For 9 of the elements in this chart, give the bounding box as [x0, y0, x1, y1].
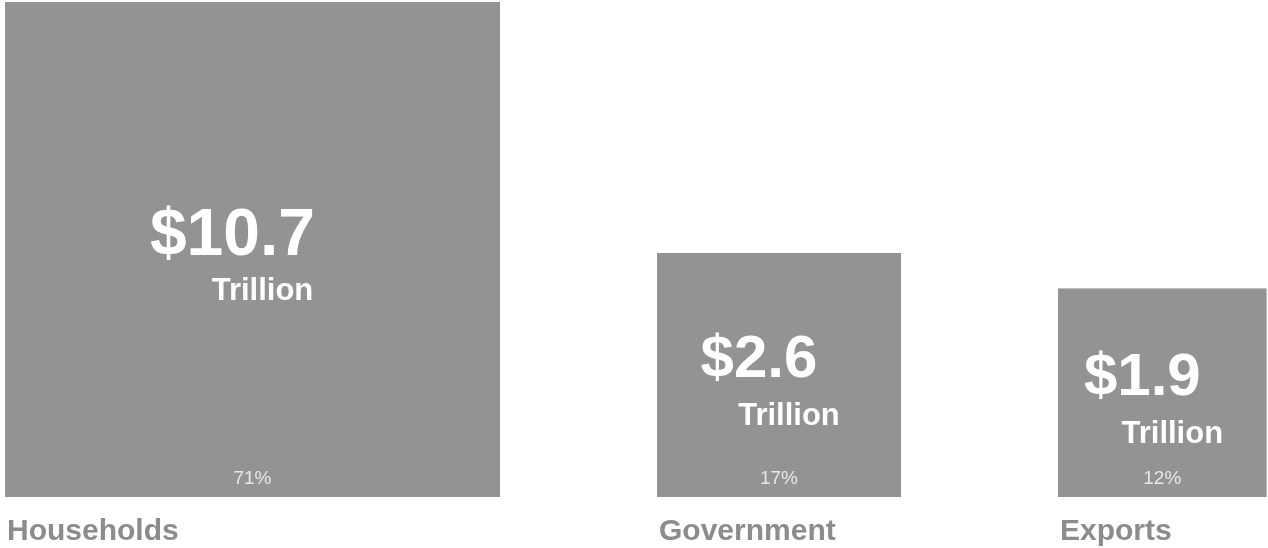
- data-label: $1.9 Trillion: [1083, 340, 1224, 450]
- text: 71%: [233, 467, 272, 488]
- category-label: Government: [659, 513, 836, 546]
- data-label: $2.6 Trillion: [700, 323, 840, 432]
- data-label: $10.7 Trillion: [149, 194, 316, 307]
- category-label: Exports: [1060, 513, 1172, 546]
- category-label: Households: [7, 513, 179, 546]
- text: 12%: [1143, 467, 1182, 488]
- text: 17%: [759, 467, 799, 488]
